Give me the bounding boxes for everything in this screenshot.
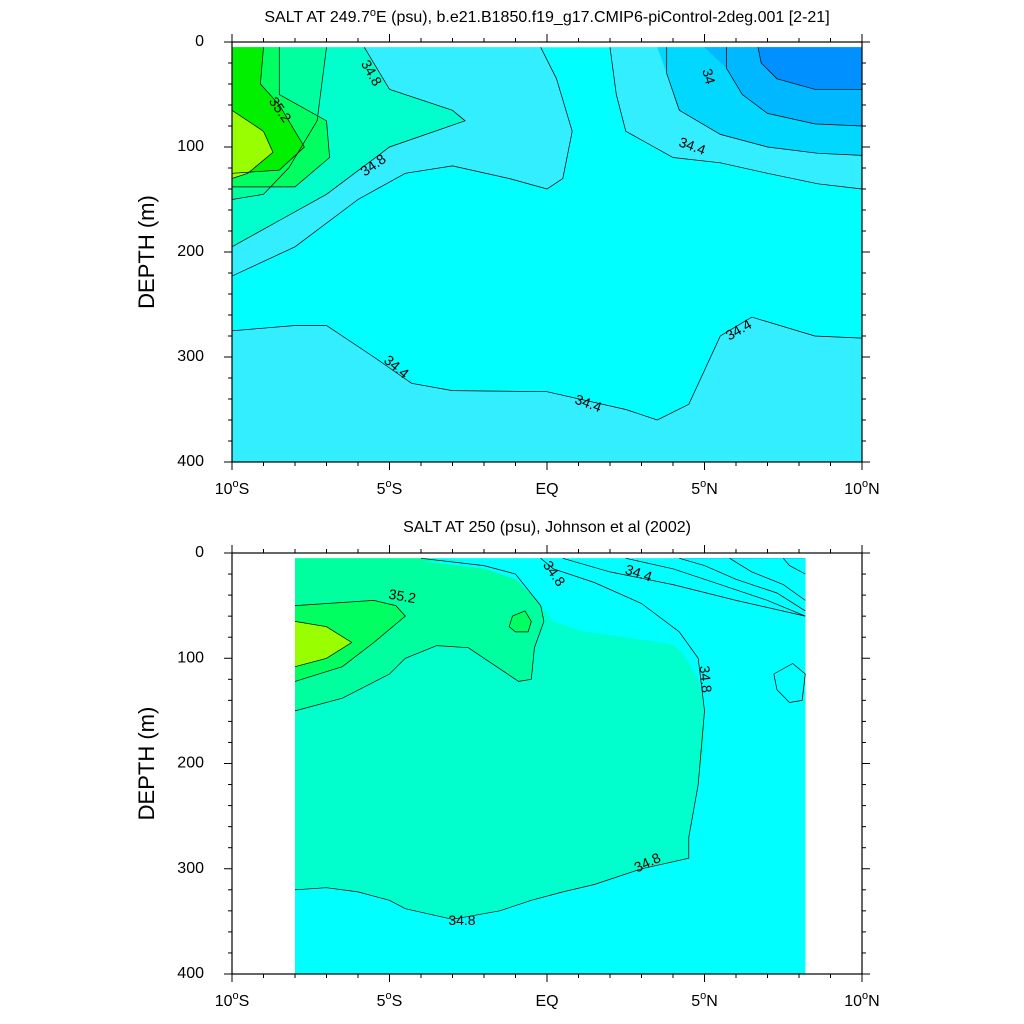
contour-fill-region — [295, 600, 406, 682]
contour-label: 34.8 — [448, 912, 475, 928]
panel-1: 34.835.234.83434.434.434.434.40100200300… — [134, 7, 880, 498]
contour-fill-region — [509, 610, 532, 632]
x-tick-label: EQ — [535, 993, 558, 1010]
contour-label: 34.8 — [697, 665, 715, 694]
contour-line — [609, 47, 862, 190]
contour-line — [625, 557, 806, 617]
contour-line — [232, 47, 573, 277]
x-tick-label: 10oN — [844, 478, 879, 498]
contour-line — [562, 557, 806, 617]
contour-label: 34 — [699, 67, 719, 86]
contour-line — [232, 47, 327, 200]
contour-line — [294, 621, 353, 668]
y-tick-label: 300 — [177, 860, 204, 877]
contour-line — [783, 558, 806, 575]
x-tick-label: 5oS — [377, 478, 403, 498]
y-tick-label: 0 — [195, 544, 204, 561]
y-axis-label: DEPTH (m) — [134, 707, 159, 821]
x-tick-label: 5oN — [691, 478, 718, 498]
y-tick-label: 200 — [177, 243, 204, 260]
contour-line — [232, 47, 466, 248]
contour-fill-region — [295, 558, 544, 711]
x-tick-label: 10oS — [215, 990, 250, 1010]
y-tick-label: 100 — [177, 649, 204, 666]
y-axis-label: DEPTH (m) — [134, 195, 159, 309]
contour-fill-region — [232, 110, 273, 179]
x-tick-label: 5oN — [691, 990, 718, 1010]
contour-fill-region — [295, 558, 806, 974]
contour-line — [508, 610, 532, 633]
contour-line — [294, 558, 705, 920]
chart-title: SALT AT 249.7oE (psu), b.e21.B1850.f19_g… — [264, 7, 829, 26]
contour-line — [773, 663, 806, 703]
x-tick-label: EQ — [535, 481, 558, 498]
contour-line — [666, 47, 862, 156]
y-tick-label: 200 — [177, 755, 204, 772]
x-tick-label: 10oN — [844, 990, 879, 1010]
contour-fill-region — [232, 47, 573, 277]
y-tick-label: 400 — [177, 453, 204, 470]
panel-2: 35.234.8 34.434.834.834.8010020030040010o… — [134, 519, 880, 1010]
y-tick-label: 300 — [177, 348, 204, 365]
contour-line — [232, 110, 274, 179]
contour-line — [729, 558, 806, 601]
contour-line — [294, 600, 406, 682]
y-tick-label: 0 — [195, 33, 204, 50]
contour-label: 35.2 — [388, 586, 418, 607]
chart-title: SALT AT 250 (psu), Johnson et al (2002) — [403, 519, 691, 536]
contour-line — [294, 557, 545, 712]
y-tick-label: 100 — [177, 138, 204, 155]
y-tick-label: 400 — [177, 965, 204, 982]
contour-line — [757, 47, 862, 90]
contour-line — [679, 557, 806, 612]
contour-fill-region — [295, 621, 352, 667]
contour-line — [232, 47, 305, 174]
x-tick-label: 10oS — [215, 478, 250, 498]
x-tick-label: 5oS — [377, 990, 403, 1010]
contour-line — [726, 47, 862, 127]
contour-fill-region — [232, 47, 466, 247]
contour-line — [232, 316, 862, 421]
contour-fill-region — [758, 47, 862, 90]
contour-fill-region — [232, 317, 862, 462]
contour-line — [232, 47, 330, 188]
